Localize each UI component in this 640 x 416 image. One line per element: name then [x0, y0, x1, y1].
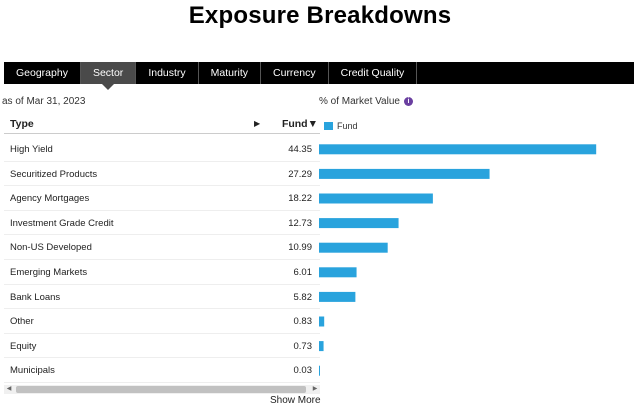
bar-equity[interactable]: [319, 341, 324, 352]
table-row: Other 0.83: [4, 309, 320, 334]
row-fund-value: 0.73: [293, 340, 313, 352]
tab-bar: Geography Sector Industry Maturity Currency C…: [4, 62, 634, 90]
row-type-label: Investment Grade Credit: [10, 217, 114, 229]
row-type-label: Bank Loans: [10, 291, 61, 303]
market-value-label: % of Market Value i: [319, 96, 413, 107]
table-row: Non-US Developed 10.99: [4, 235, 320, 260]
table-row: Agency Mortgages 18.22: [4, 186, 320, 211]
table-row: High Yield 44.35: [4, 137, 320, 162]
tab-credit-quality[interactable]: Credit Quality: [329, 62, 418, 84]
bar-municipals[interactable]: [319, 365, 320, 376]
row-fund-value: 5.82: [293, 291, 313, 303]
bar-non-us-developed[interactable]: [319, 242, 388, 253]
page-title: Exposure Breakdowns: [188, 2, 452, 29]
table-row: Bank Loans 5.82: [4, 285, 320, 310]
scroll-right-icon[interactable]: ▶: [312, 386, 318, 392]
legend-label-fund: Fund: [337, 121, 358, 131]
bar-securitized-products[interactable]: [319, 168, 490, 179]
row-type-label: Emerging Markets: [10, 266, 88, 278]
row-type-label: Municipals: [10, 365, 55, 377]
horizontal-scrollbar[interactable]: ◀ ▶: [4, 385, 320, 394]
legend-swatch-fund: [324, 122, 333, 130]
bar-bank-loans[interactable]: [319, 291, 356, 302]
row-fund-value: 18.22: [288, 193, 312, 205]
exposure-table: High Yield 44.35 Securitized Products 27.29…: [4, 137, 320, 383]
table-header: Type ▶ Fund▼: [4, 114, 320, 134]
column-header-fund[interactable]: Fund▼: [281, 118, 318, 130]
market-value-label-text: % of Market Value: [319, 96, 400, 107]
as-of-date: as of Mar 31, 2023: [2, 96, 86, 107]
bar-agency-mortgages[interactable]: [319, 193, 433, 204]
row-type-label: High Yield: [10, 144, 53, 155]
tab-maturity[interactable]: Maturity: [199, 62, 262, 84]
row-type-label: Agency Mortgages: [10, 193, 90, 205]
tab-industry[interactable]: Industry: [136, 62, 199, 84]
row-fund-value: 6.01: [293, 266, 313, 278]
tab-geography[interactable]: Geography: [4, 62, 81, 84]
table-row: Emerging Markets 6.01: [4, 260, 320, 285]
bar-high-yield[interactable]: [319, 144, 597, 155]
exposure-bar-chart: [319, 144, 597, 376]
row-type-label: Non-US Developed: [10, 242, 92, 254]
row-type-label: Equity: [10, 340, 37, 352]
chart-legend: Fund: [324, 121, 358, 131]
show-more-link[interactable]: Show More: [270, 395, 321, 406]
row-type-label: Securitized Products: [10, 168, 98, 180]
column-header-type[interactable]: Type: [10, 118, 34, 130]
bar-emerging-markets[interactable]: [319, 267, 357, 278]
bar-investment-grade-credit[interactable]: [319, 218, 399, 229]
info-icon[interactable]: i: [403, 97, 413, 106]
table-row: Investment Grade Credit 12.73: [4, 211, 320, 236]
scrollbar-thumb[interactable]: [16, 386, 306, 393]
row-fund-value: 0.83: [293, 316, 313, 328]
row-fund-value: 12.73: [288, 217, 312, 229]
sort-arrow-icon[interactable]: ▶: [254, 119, 261, 128]
scroll-left-icon[interactable]: ◀: [6, 386, 12, 392]
table-row: Municipals 0.03: [4, 358, 320, 383]
row-fund-value: 0.03: [293, 365, 313, 377]
tab-sector[interactable]: Sector: [80, 62, 137, 90]
tab-currency[interactable]: Currency: [261, 62, 329, 84]
table-row: Securitized Products 27.29: [4, 162, 320, 187]
row-fund-value: 27.29: [288, 168, 312, 180]
row-fund-value: 44.35: [288, 144, 312, 155]
row-fund-value: 10.99: [288, 242, 312, 254]
row-type-label: Other: [10, 316, 34, 328]
table-row: Equity 0.73: [4, 334, 320, 359]
bar-other[interactable]: [319, 316, 325, 327]
